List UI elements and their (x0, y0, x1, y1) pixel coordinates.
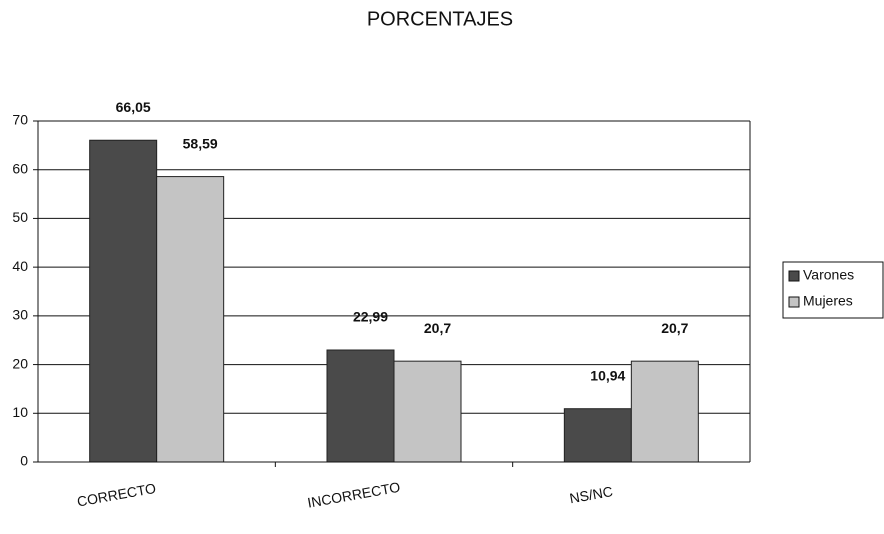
bar (89, 139, 158, 463)
value-label: 20,7 (661, 320, 688, 336)
chart-title: PORCENTAJES (367, 8, 513, 30)
bar (326, 349, 395, 463)
value-label: 58,59 (183, 135, 218, 151)
bar (156, 176, 225, 463)
bar (563, 408, 632, 463)
y-tick-label: 0 (20, 453, 28, 469)
legend-label: Varones (803, 267, 854, 283)
legend-swatch (788, 270, 800, 282)
bar (630, 360, 699, 463)
y-tick-label: 10 (12, 404, 28, 420)
y-tick-label: 30 (12, 307, 28, 323)
y-tick-label: 40 (12, 258, 28, 274)
y-tick-label: 20 (12, 355, 28, 371)
x-tick-label: CORRECTO (76, 480, 158, 510)
x-tick-label: INCORRECTO (306, 479, 401, 511)
y-tick-label: 70 (12, 112, 28, 128)
value-label: 22,99 (353, 309, 388, 325)
legend-label: Mujeres (803, 293, 853, 309)
value-label: 10,94 (590, 367, 625, 383)
bar (393, 360, 462, 463)
value-label: 20,7 (424, 320, 451, 336)
legend-swatch (788, 296, 800, 308)
value-label: 66,05 (116, 99, 151, 115)
x-tick-label: NS/NC (568, 483, 614, 506)
y-tick-label: 60 (12, 160, 28, 176)
y-tick-label: 50 (12, 209, 28, 225)
legend-box (782, 261, 884, 319)
